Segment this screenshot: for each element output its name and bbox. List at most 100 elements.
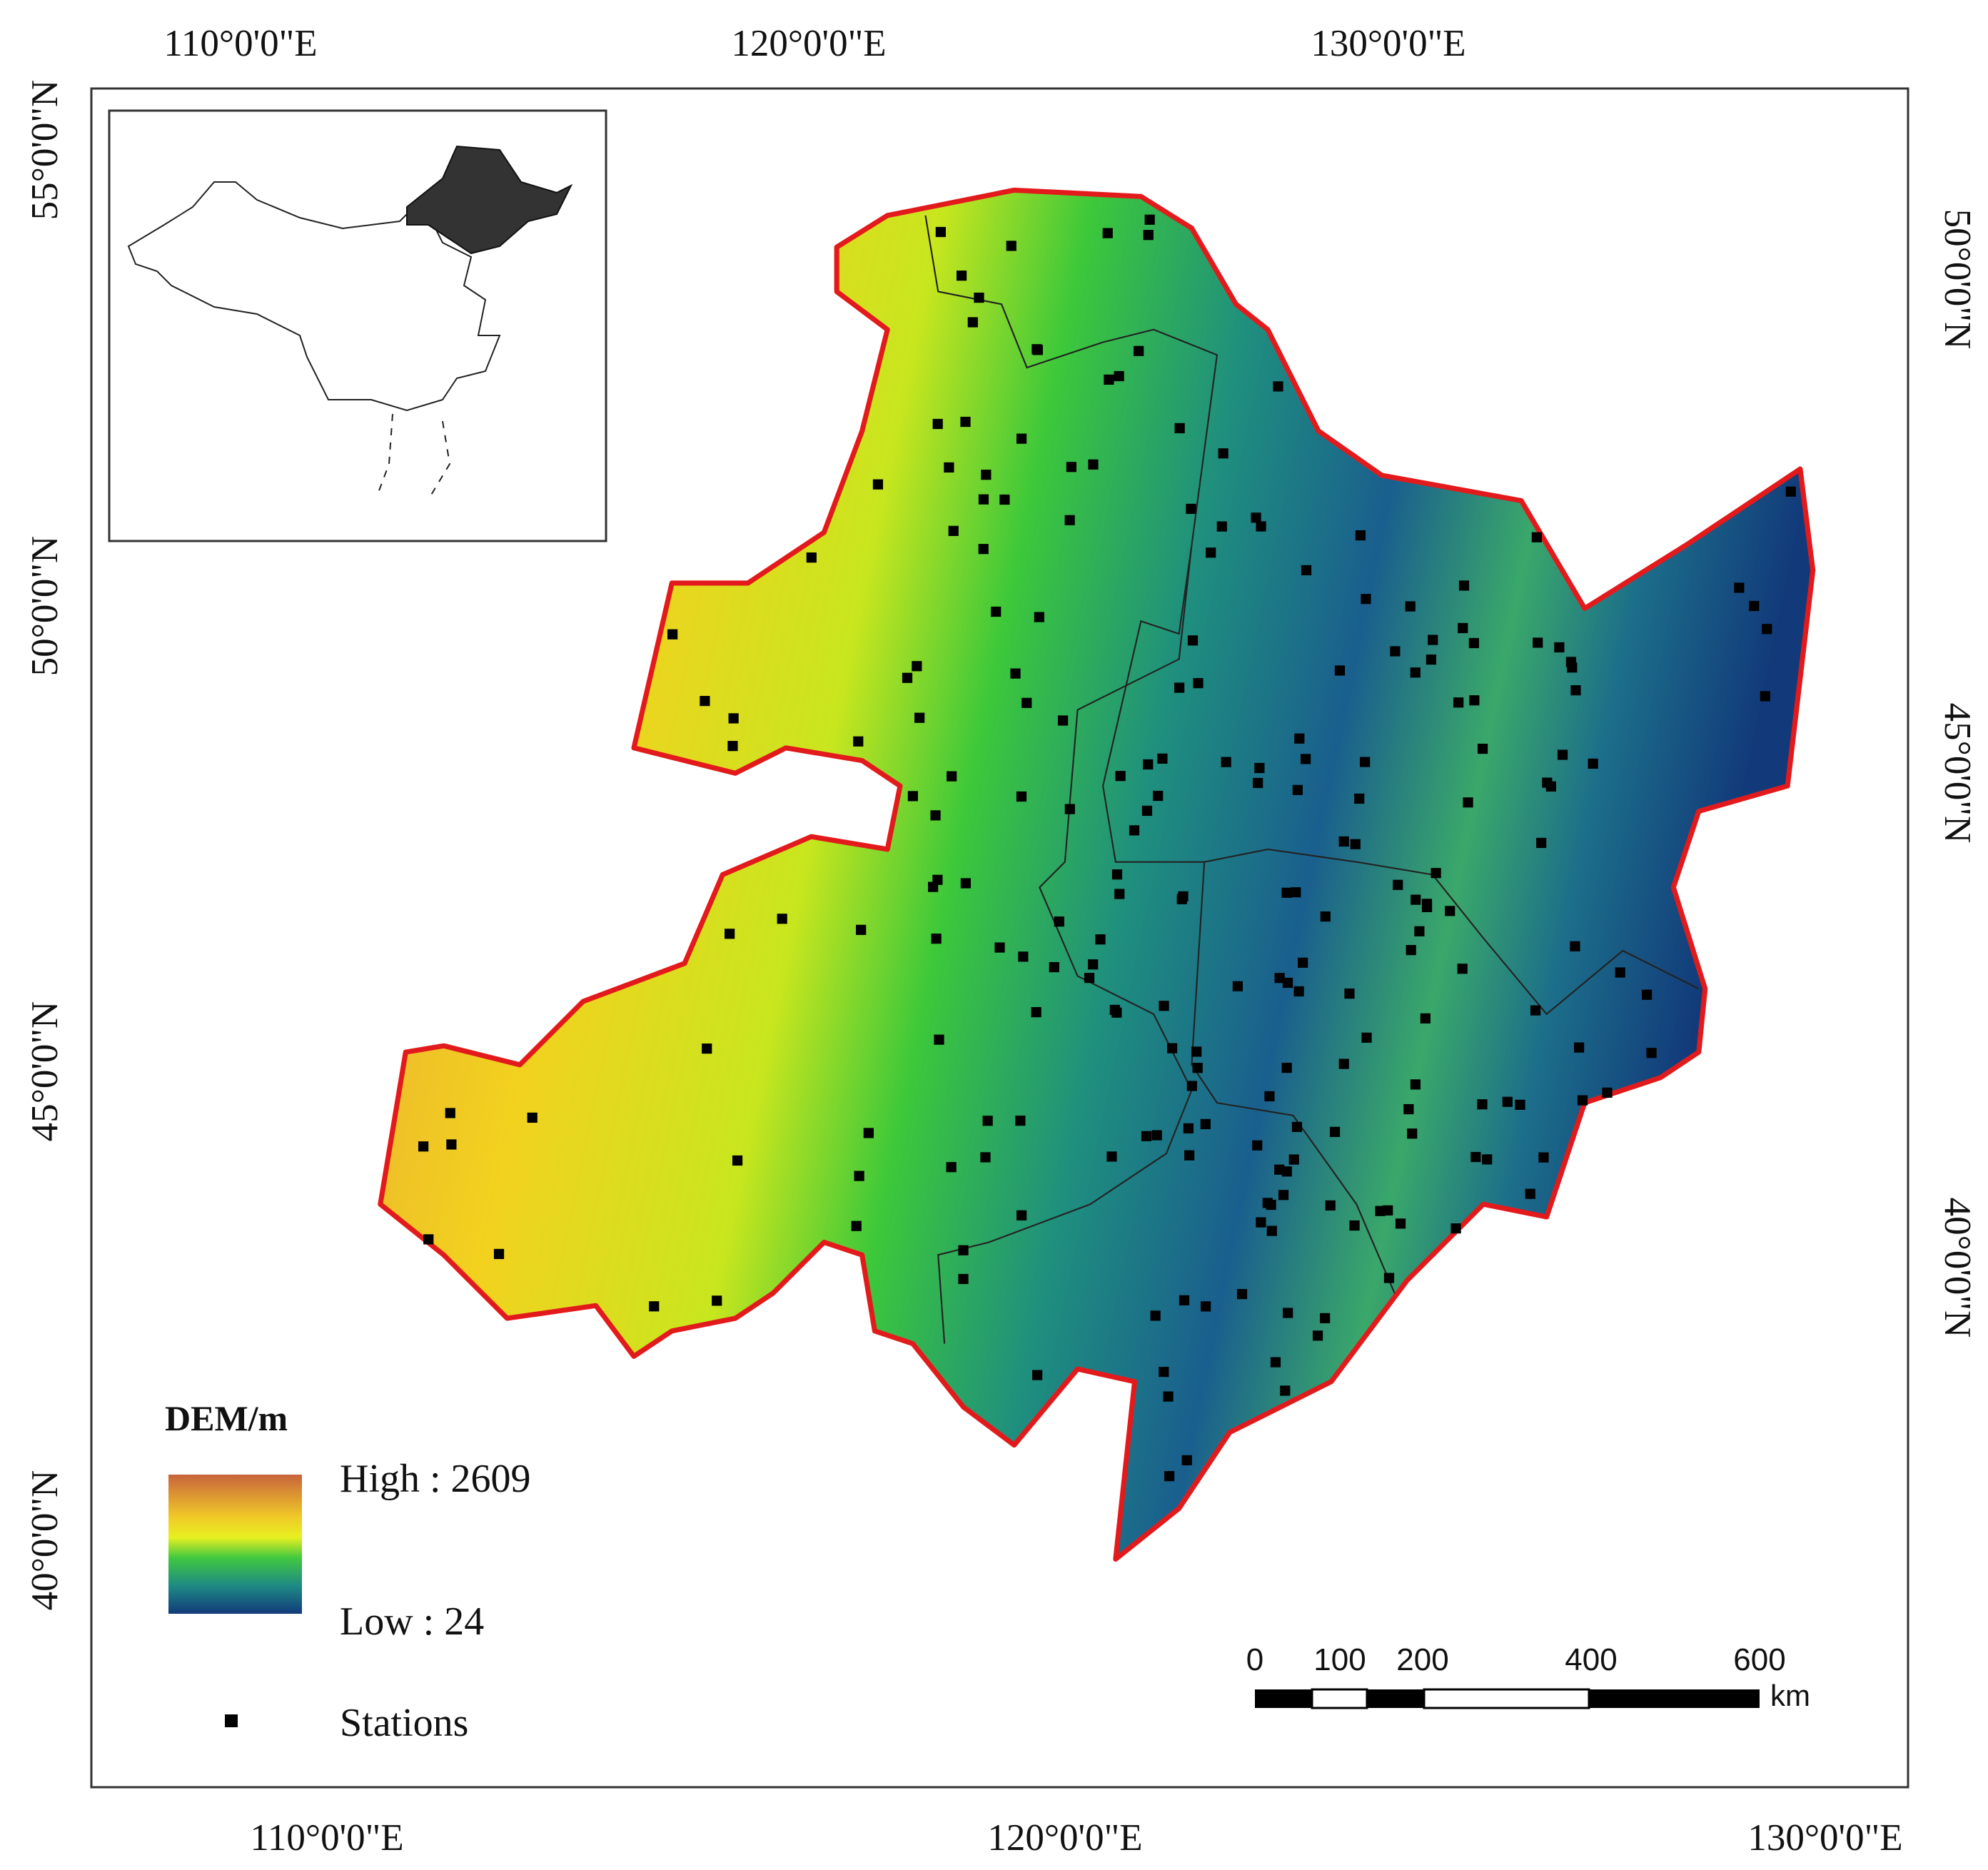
station — [1320, 1313, 1331, 1323]
station — [957, 271, 967, 281]
station — [991, 606, 1001, 617]
station — [1355, 530, 1366, 541]
station — [854, 1171, 864, 1181]
station — [1421, 899, 1433, 909]
station — [1200, 1118, 1211, 1130]
station — [1291, 1121, 1303, 1133]
station — [946, 1162, 957, 1173]
left-lat-label: 45°0'0"N — [24, 1001, 66, 1142]
station — [1274, 1164, 1285, 1175]
station — [777, 914, 787, 924]
top-lon-label: 130°0'0"E — [1311, 23, 1465, 64]
station — [1291, 887, 1301, 898]
province-boundary — [924, 215, 1700, 1344]
station — [934, 1034, 944, 1045]
station — [1034, 612, 1044, 622]
station — [1588, 758, 1598, 769]
study-region — [378, 187, 1816, 1562]
station — [1281, 1063, 1292, 1073]
station — [1187, 635, 1199, 646]
station — [1298, 957, 1308, 968]
station — [853, 736, 864, 747]
station — [1411, 894, 1421, 905]
station — [1106, 1151, 1117, 1162]
station — [1264, 1091, 1275, 1102]
station — [1325, 1200, 1336, 1211]
station — [1141, 1131, 1152, 1141]
bottom-lon-label: 130°0'0"E — [1747, 1817, 1902, 1859]
station — [1252, 1140, 1263, 1151]
station — [967, 317, 978, 328]
station — [1301, 754, 1311, 764]
station — [1253, 777, 1263, 789]
station — [1450, 1223, 1461, 1234]
station — [1749, 600, 1760, 612]
station — [1531, 532, 1543, 542]
station — [1390, 646, 1401, 657]
station — [974, 292, 984, 303]
station — [1006, 241, 1016, 251]
station — [1057, 715, 1069, 726]
station — [928, 881, 939, 892]
station — [1191, 1046, 1202, 1057]
station — [1129, 825, 1140, 836]
station — [1181, 1455, 1192, 1466]
right-lat-label: 45°0'0"N — [1937, 703, 1978, 844]
station — [1406, 944, 1416, 956]
map-frame — [90, 87, 1909, 1789]
station — [1294, 733, 1305, 744]
station — [700, 696, 710, 707]
station — [1457, 964, 1468, 974]
station — [712, 1295, 722, 1306]
station — [1762, 624, 1772, 635]
station — [1567, 662, 1578, 673]
station — [1536, 837, 1547, 849]
station — [1270, 1357, 1281, 1368]
station — [980, 1152, 991, 1163]
station — [667, 629, 678, 640]
station — [1530, 1005, 1541, 1016]
station — [1031, 1007, 1041, 1018]
station — [1283, 1308, 1293, 1318]
station — [1533, 637, 1543, 648]
right-lat-label: 40°0'0"N — [1937, 1198, 1978, 1338]
station — [1254, 762, 1265, 774]
station — [1201, 1301, 1211, 1312]
station — [1570, 685, 1581, 696]
station — [1163, 1391, 1174, 1402]
station — [1016, 433, 1027, 444]
station — [1206, 547, 1216, 558]
station — [907, 791, 918, 802]
station — [1109, 1004, 1120, 1016]
station — [1018, 951, 1029, 962]
station — [1134, 345, 1144, 356]
station — [1573, 1042, 1585, 1053]
station — [912, 661, 922, 672]
left-lat-label: 40°0'0"N — [24, 1470, 66, 1611]
station — [944, 462, 954, 473]
scale-label: 200 — [1396, 1642, 1448, 1677]
station — [999, 494, 1010, 505]
station — [1414, 926, 1425, 936]
station — [931, 934, 942, 944]
scale-unit: km — [1770, 1679, 1810, 1712]
station — [1383, 1205, 1393, 1216]
station — [1178, 891, 1189, 901]
station — [1360, 757, 1371, 767]
station — [1066, 462, 1077, 472]
station — [1349, 1220, 1360, 1231]
station — [1281, 887, 1292, 898]
northeast-china — [406, 145, 573, 255]
station — [1144, 214, 1155, 225]
legend-high: High : 2609 — [340, 1457, 531, 1501]
station — [1064, 515, 1075, 525]
station — [1410, 667, 1421, 678]
station — [1088, 959, 1099, 970]
station — [1278, 1190, 1289, 1201]
station — [1141, 805, 1153, 817]
station — [728, 713, 739, 724]
station — [958, 1273, 969, 1285]
station — [1577, 1095, 1588, 1106]
station — [1032, 345, 1043, 355]
